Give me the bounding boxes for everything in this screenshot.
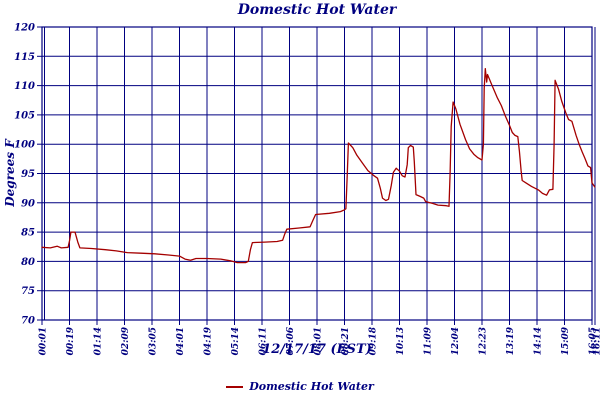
series-line bbox=[41, 67, 596, 264]
x-tick-label: 08:01 bbox=[314, 327, 324, 355]
x-tick-label: 09:18 bbox=[369, 326, 379, 355]
x-tick-label: 08:21 bbox=[341, 327, 351, 355]
x-tick-label: 07:06 bbox=[286, 326, 296, 355]
y-tick-label: 120 bbox=[14, 23, 35, 34]
y-tick-label: 75 bbox=[21, 286, 35, 297]
x-tick-label: 03:05 bbox=[149, 327, 159, 355]
legend-label: Domestic Hot Water bbox=[249, 380, 374, 393]
x-tick-label: 12:23 bbox=[479, 327, 489, 355]
y-tick-label: 80 bbox=[21, 257, 35, 268]
x-tick-label: 05:14 bbox=[231, 327, 241, 355]
plot-border bbox=[41, 26, 593, 321]
y-axis-label: Degrees F bbox=[3, 139, 17, 207]
y-tick-label: 90 bbox=[21, 198, 35, 209]
x-tick-label: 16:05 bbox=[589, 327, 599, 355]
x-tick-label: 11:09 bbox=[424, 326, 434, 355]
x-tick-label: 04:01 bbox=[176, 327, 186, 355]
y-tick-label: 100 bbox=[14, 140, 35, 151]
y-tick-label: 105 bbox=[14, 110, 35, 121]
x-tick-label: 02:09 bbox=[121, 326, 131, 355]
y-tick-label: 110 bbox=[14, 81, 35, 92]
y-tick-label: 70 bbox=[21, 316, 35, 327]
chart-title: Domestic Hot Water bbox=[237, 2, 397, 18]
x-tick-label: 10:13 bbox=[396, 327, 406, 355]
x-tick-label: 01:14 bbox=[94, 327, 104, 355]
x-tick-label: 00:19 bbox=[66, 326, 76, 355]
legend-line-swatch bbox=[226, 385, 244, 388]
x-axis-label: 12/17/17 (EST) bbox=[262, 342, 372, 357]
y-tick-label: 95 bbox=[21, 169, 35, 180]
x-tick-label: 06:11 bbox=[259, 327, 269, 355]
legend: Domestic Hot Water bbox=[0, 380, 600, 393]
y-tick-label: 115 bbox=[14, 52, 35, 63]
x-tick-label: 13:19 bbox=[506, 326, 516, 355]
x-tick-label: 16:11 bbox=[593, 327, 600, 355]
x-tick-label: 00:01 bbox=[39, 327, 49, 355]
x-tick-label: 12:04 bbox=[451, 327, 461, 355]
x-tick-label: 15:09 bbox=[561, 326, 571, 355]
x-tick-label: 14:14 bbox=[534, 327, 544, 355]
y-tick-label: 85 bbox=[21, 228, 35, 239]
x-tick-label: 04:19 bbox=[204, 326, 214, 355]
